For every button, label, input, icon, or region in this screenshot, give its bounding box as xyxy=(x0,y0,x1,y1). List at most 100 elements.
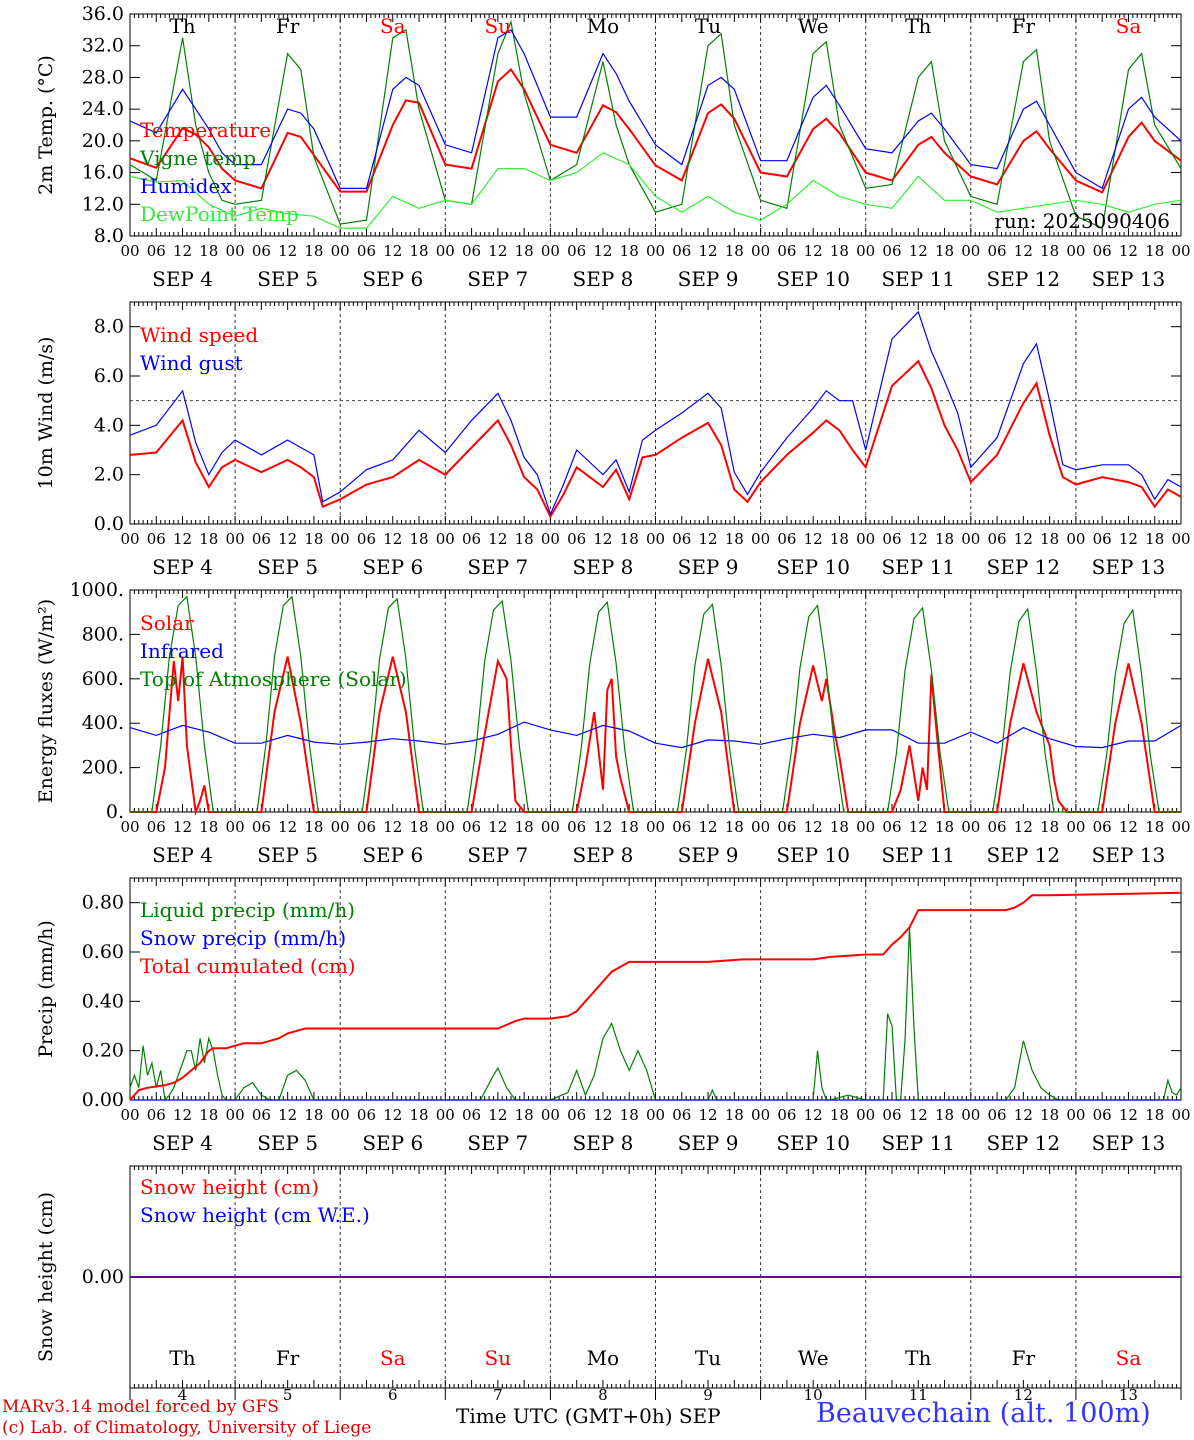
date-label: SEP 11 xyxy=(881,267,955,291)
date-label: SEP 8 xyxy=(573,843,634,867)
date-label: SEP 5 xyxy=(257,1131,318,1155)
date-label: SEP 8 xyxy=(573,555,634,579)
day-number-label: 9 xyxy=(703,1386,713,1404)
hour-label: 18 xyxy=(304,530,323,548)
hour-label: 00 xyxy=(961,1106,980,1124)
weekday-label: Mo xyxy=(587,14,620,38)
hour-label: 18 xyxy=(620,530,639,548)
hour-label: 06 xyxy=(1093,242,1112,260)
day-number-label: 8 xyxy=(598,1386,608,1404)
date-label: SEP 13 xyxy=(1092,843,1166,867)
date-label: SEP 13 xyxy=(1092,555,1166,579)
hour-label: 00 xyxy=(541,242,560,260)
date-label: SEP 9 xyxy=(678,843,739,867)
date-label: SEP 4 xyxy=(152,267,213,291)
date-label: SEP 13 xyxy=(1092,267,1166,291)
hour-label: 12 xyxy=(1119,1106,1138,1124)
weekday-label: Sa xyxy=(1116,1346,1142,1370)
hour-label: 06 xyxy=(777,1106,796,1124)
hour-label: 18 xyxy=(725,242,744,260)
date-label: SEP 8 xyxy=(573,267,634,291)
model-credit: MARv3.14 model forced by GFS xyxy=(2,1397,279,1417)
hour-label: 00 xyxy=(1171,530,1190,548)
y-tick-label: 16.0 xyxy=(82,162,124,184)
date-label: SEP 12 xyxy=(987,843,1061,867)
y-tick-label: 6.0 xyxy=(94,365,124,387)
hour-label: 00 xyxy=(331,530,350,548)
hour-label: 12 xyxy=(699,818,718,836)
legend-entry: Liquid precip (mm/h) xyxy=(140,898,355,922)
y-tick-label: 4.0 xyxy=(94,414,124,436)
weekday-label: Th xyxy=(169,14,195,38)
hour-label: 12 xyxy=(173,530,192,548)
weekday-label: Su xyxy=(485,14,512,38)
hour-label: 06 xyxy=(777,530,796,548)
hour-label: 06 xyxy=(882,818,901,836)
date-label: SEP 4 xyxy=(152,1131,213,1155)
panel-3 xyxy=(129,589,1182,816)
day-number-label: 10 xyxy=(804,1386,823,1404)
series-line-solar xyxy=(130,656,1181,816)
y-tick-label: 0.0 xyxy=(94,513,124,535)
hour-label: 06 xyxy=(567,530,586,548)
date-label: SEP 9 xyxy=(678,267,739,291)
y-tick-label: 800. xyxy=(82,623,124,645)
hour-label: 18 xyxy=(515,1106,534,1124)
hour-label: 00 xyxy=(120,1106,139,1124)
hour-label: 18 xyxy=(1040,530,1059,548)
day-number-label: 13 xyxy=(1119,1386,1138,1404)
hour-label: 00 xyxy=(226,530,245,548)
hour-label: 00 xyxy=(751,1106,770,1124)
hour-label: 12 xyxy=(173,242,192,260)
hour-label: 12 xyxy=(1014,530,1033,548)
date-label: SEP 12 xyxy=(987,267,1061,291)
hour-label: 12 xyxy=(909,1106,928,1124)
day-number-label: 4 xyxy=(178,1386,188,1404)
hour-label: 06 xyxy=(252,1106,271,1124)
y-tick-label: 2.0 xyxy=(94,464,124,486)
hour-label: 06 xyxy=(567,1106,586,1124)
hour-label: 06 xyxy=(147,530,166,548)
lab-credit: (c) Lab. of Climatology, University of L… xyxy=(2,1418,372,1438)
legend-entry: Total cumulated (cm) xyxy=(140,954,356,978)
hour-label: 18 xyxy=(935,1106,954,1124)
hour-label: 12 xyxy=(488,818,507,836)
hour-label: 06 xyxy=(252,530,271,548)
hour-label: 00 xyxy=(226,242,245,260)
x-axis-title: Time UTC (GMT+0h) SEP xyxy=(456,1404,721,1428)
hour-label: 12 xyxy=(488,242,507,260)
hour-label: 18 xyxy=(304,1106,323,1124)
date-label: SEP 6 xyxy=(362,555,423,579)
hour-label: 12 xyxy=(909,530,928,548)
hour-label: 06 xyxy=(988,242,1007,260)
weekday-label: Th xyxy=(905,1346,931,1370)
x-axis-title-text: Time UTC (GMT+0h) xyxy=(456,1404,673,1428)
hour-label: 18 xyxy=(515,530,534,548)
y-tick-label: 200. xyxy=(82,757,124,779)
date-label: SEP 4 xyxy=(152,555,213,579)
y-tick-label: 0.80 xyxy=(82,892,124,914)
hour-label: 18 xyxy=(199,1106,218,1124)
hour-label: 12 xyxy=(173,1106,192,1124)
hour-label: 06 xyxy=(147,1106,166,1124)
hour-label: 12 xyxy=(383,530,402,548)
date-label: SEP 10 xyxy=(776,843,850,867)
panel-2 xyxy=(129,301,1182,525)
hour-label: 18 xyxy=(199,530,218,548)
hour-label: 06 xyxy=(357,242,376,260)
y-tick-label: 8.0 xyxy=(94,316,124,338)
date-label: SEP 7 xyxy=(467,843,528,867)
hour-label: 00 xyxy=(120,818,139,836)
weekday-label: Sa xyxy=(380,1346,406,1370)
hour-label: 06 xyxy=(882,530,901,548)
legend-entry: Wind speed xyxy=(140,323,258,347)
date-label: SEP 13 xyxy=(1092,1131,1166,1155)
hour-label: 00 xyxy=(1066,818,1085,836)
legend-entry: Snow height (cm W.E.) xyxy=(140,1203,370,1227)
hour-label: 12 xyxy=(1014,242,1033,260)
hour-label: 18 xyxy=(409,818,428,836)
hour-label: 18 xyxy=(515,242,534,260)
hour-label: 00 xyxy=(120,530,139,548)
y-axis-label: Energy fluxes (W/m²) xyxy=(35,599,57,803)
hour-label: 00 xyxy=(541,1106,560,1124)
